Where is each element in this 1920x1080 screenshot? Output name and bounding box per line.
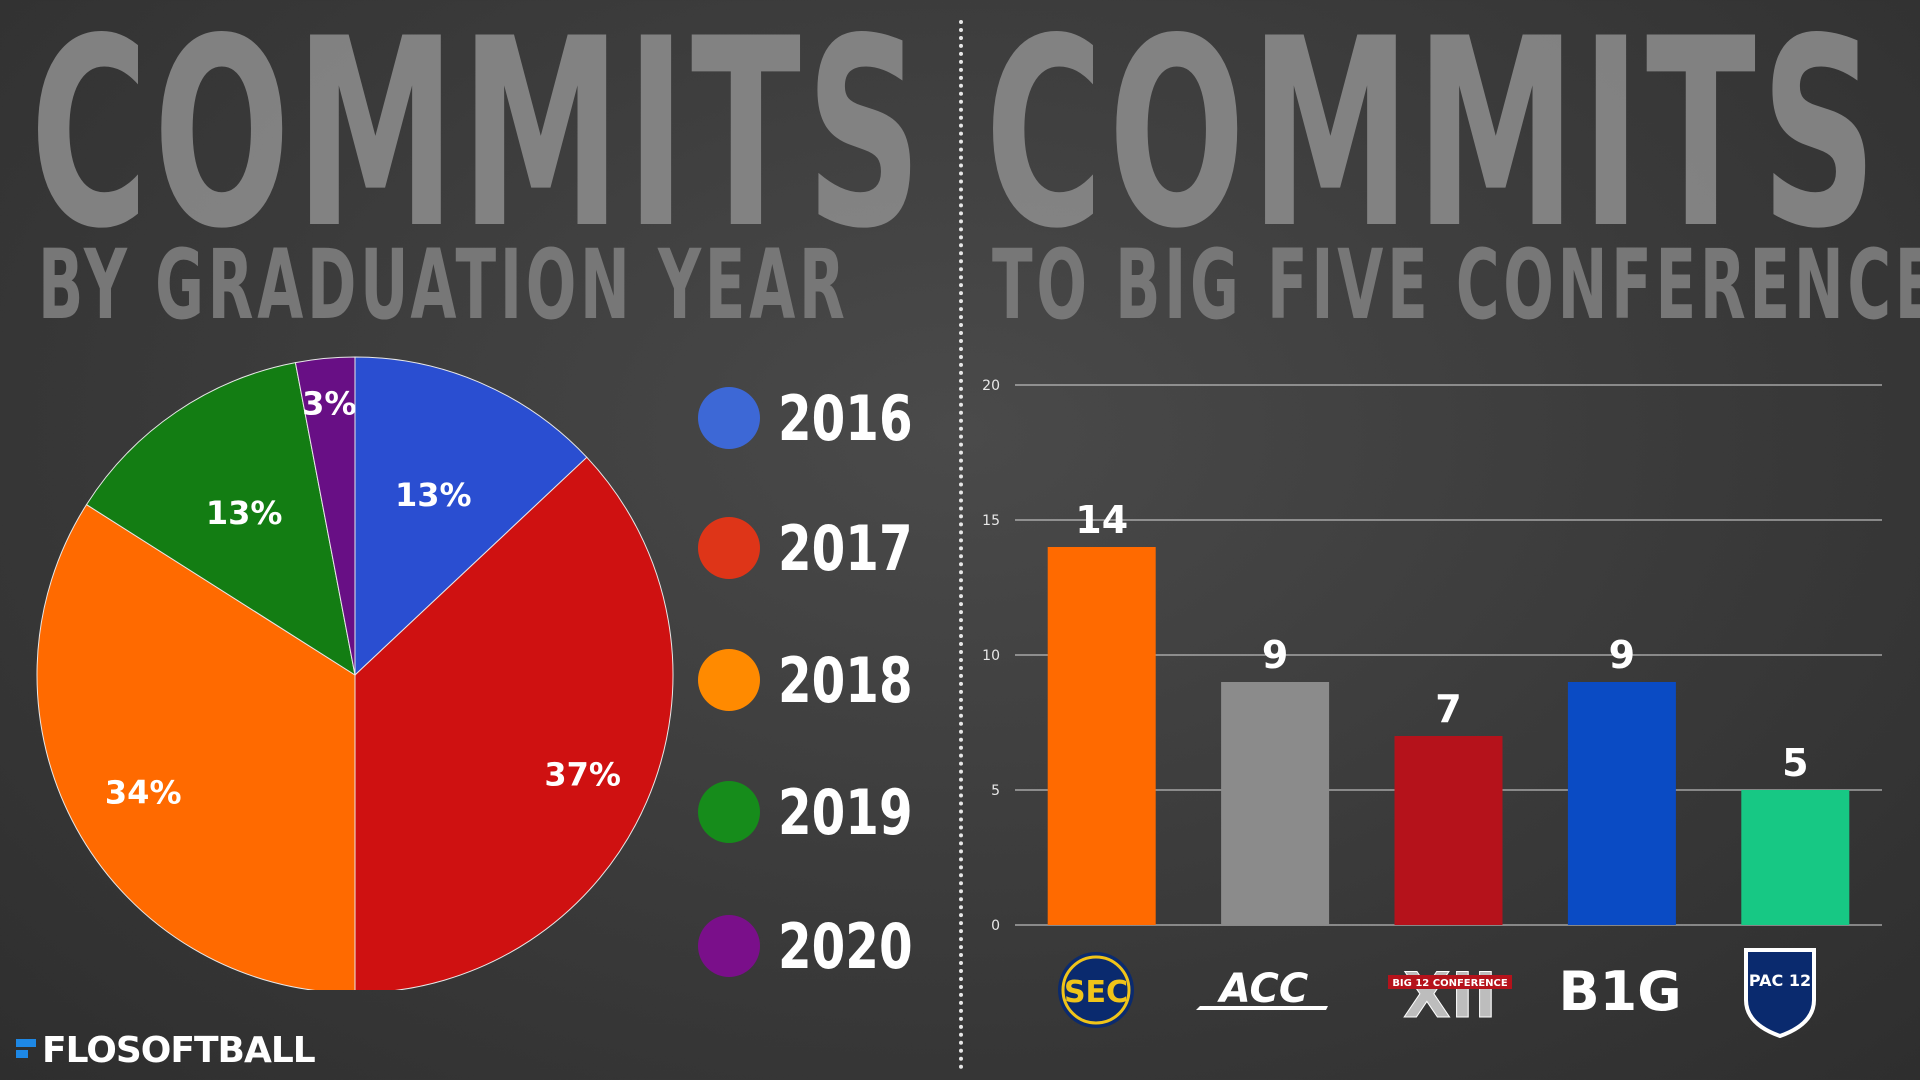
bar-value-label-Pac-12: 5: [1782, 741, 1808, 785]
big-ten-logo: B1G: [1555, 950, 1685, 1030]
y-tick-label-20: 20: [982, 378, 1000, 394]
pie-label-2019: 13%: [206, 494, 283, 532]
bar-Big 12: [1394, 736, 1503, 925]
bar-ACC: [1221, 682, 1330, 925]
pie-label-2020: 3%: [302, 385, 356, 423]
pie-chart: 13% 37% 34% 13% 3%: [36, 356, 674, 990]
bar-chart: 0 5 10 15 20 14 9 7 9 5: [982, 378, 1882, 934]
left-title: COMMITS: [30, 0, 927, 286]
legend-label: 2016: [778, 381, 913, 455]
pie-slice-2017: [354, 456, 674, 990]
bar-Pac-12: [1741, 790, 1850, 925]
legend-item-2016: 2016: [698, 370, 951, 466]
pie-label-2018: 34%: [105, 773, 182, 811]
pie-slice-2016: [354, 356, 588, 677]
bar-value-label-Big Ten: 9: [1609, 633, 1635, 677]
legend-label: 2020: [778, 909, 913, 983]
legend-item-2019: 2019: [698, 764, 951, 860]
svg-text:ACC: ACC: [1217, 966, 1308, 1012]
legend-swatch: [698, 517, 760, 579]
pie-label-2017: 37%: [544, 756, 621, 794]
legend-label: 2017: [778, 511, 913, 585]
legend-item-2017: 2017: [698, 500, 951, 596]
pie-label-2016: 13%: [395, 476, 472, 514]
bar-value-label-ACC: 9: [1262, 633, 1288, 677]
pie-slice-2019: [85, 362, 356, 677]
pie-slice-2018: [36, 503, 356, 990]
svg-text:B1G: B1G: [1558, 960, 1681, 1020]
y-tick-label-15: 15: [982, 513, 1000, 529]
bar-Big Ten: [1567, 682, 1676, 925]
pac12-logo: PAC 12: [1720, 948, 1840, 1038]
brand-softball: SOFTBALL: [115, 1029, 316, 1071]
y-tick-label-0: 0: [991, 918, 1000, 934]
right-title: COMMITS: [985, 0, 1882, 286]
legend-swatch: [698, 915, 760, 977]
legend-item-2020: 2020: [698, 898, 951, 994]
acc-logo: ACC: [1186, 950, 1336, 1030]
legend-swatch: [698, 781, 760, 843]
section-divider: [959, 20, 963, 1070]
legend-label: 2019: [778, 775, 913, 849]
y-tick-label-10: 10: [982, 648, 1000, 664]
pie-slice-2020: [294, 356, 356, 676]
bar-value-label-SEC: 14: [1075, 498, 1128, 542]
bar-SEC: [1047, 547, 1156, 925]
svg-text:PAC 12: PAC 12: [1749, 971, 1811, 990]
big12-logo: XII BIG 12 CONFERENCE: [1380, 950, 1520, 1030]
y-tick-label-5: 5: [991, 783, 1000, 799]
bar-value-label-Big 12: 7: [1435, 687, 1461, 731]
flosoftball-logo: FLO SOFTBALL: [16, 1029, 316, 1071]
legend-swatch: [698, 649, 760, 711]
svg-text:SEC: SEC: [1064, 975, 1128, 1010]
left-subtitle: BY GRADUATION YEAR: [38, 229, 849, 341]
brand-flo: FLO: [42, 1029, 117, 1071]
svg-text:BIG 12 CONFERENCE: BIG 12 CONFERENCE: [1392, 978, 1508, 989]
legend-label: 2018: [778, 643, 913, 717]
legend-item-2018: 2018: [698, 632, 951, 728]
svg-text:XII: XII: [1403, 959, 1497, 1025]
sec-logo: SEC: [1036, 950, 1156, 1030]
flo-mark-icon: [16, 1039, 36, 1058]
legend-swatch: [698, 387, 760, 449]
right-subtitle: TO BIG FIVE CONFERENCES: [992, 229, 1920, 341]
